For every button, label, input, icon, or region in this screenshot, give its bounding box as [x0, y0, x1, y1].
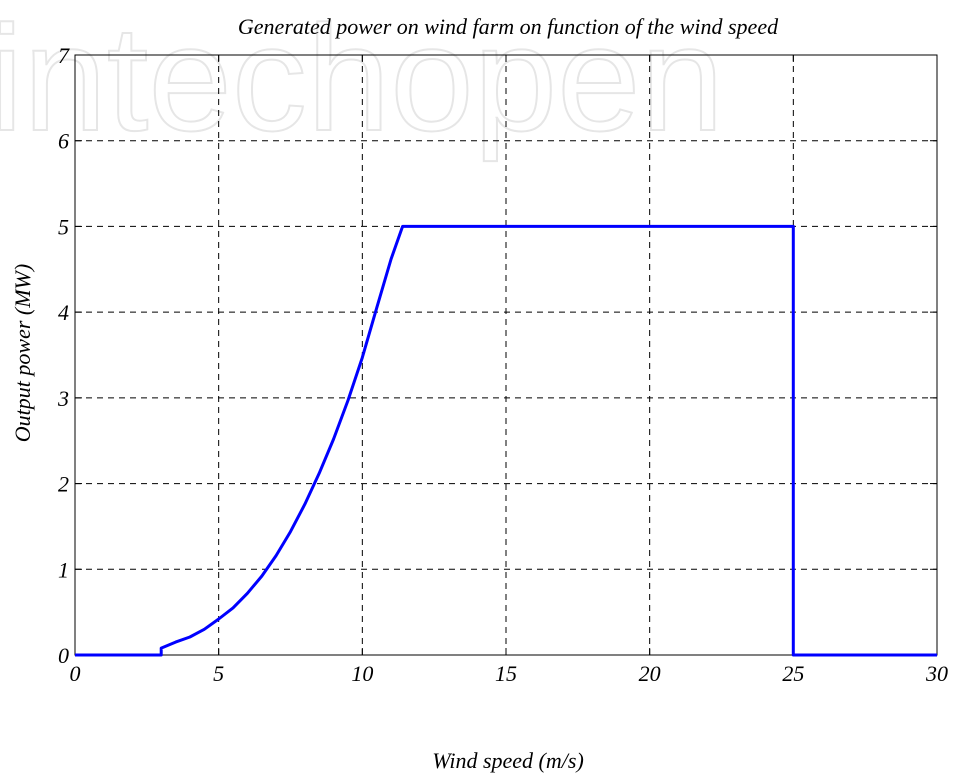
x-tick-label: 30: [925, 661, 948, 686]
x-tick-label: 10: [351, 661, 373, 686]
y-tick-label: 3: [57, 386, 69, 411]
y-tick-label: 7: [58, 43, 70, 68]
y-tick-label: 1: [58, 557, 69, 582]
x-tick-label: 25: [782, 661, 804, 686]
y-axis-title: Output power (MW): [10, 264, 35, 442]
x-tick-label: 15: [495, 661, 517, 686]
series-layer: [75, 224, 937, 657]
x-axis-tick-labels: 0 5 10 15 20 25 30: [70, 661, 949, 686]
y-tick-label: 6: [58, 129, 69, 154]
y-tick-label: 5: [58, 214, 69, 239]
y-tick-label: 0: [58, 643, 69, 668]
y-tick-label: 2: [58, 472, 69, 497]
y-axis-tick-labels: 0 1 2 3 4 5 6 7: [57, 43, 70, 668]
x-tick-label: 0: [70, 661, 81, 686]
x-tick-label: 5: [213, 661, 224, 686]
y-tick-label: 4: [58, 300, 69, 325]
x-tick-label: 20: [639, 661, 661, 686]
chart-title: Generated power on wind farm on function…: [238, 14, 779, 39]
series-line: [75, 224, 937, 657]
x-axis-title: Wind speed (m/s): [432, 748, 584, 773]
